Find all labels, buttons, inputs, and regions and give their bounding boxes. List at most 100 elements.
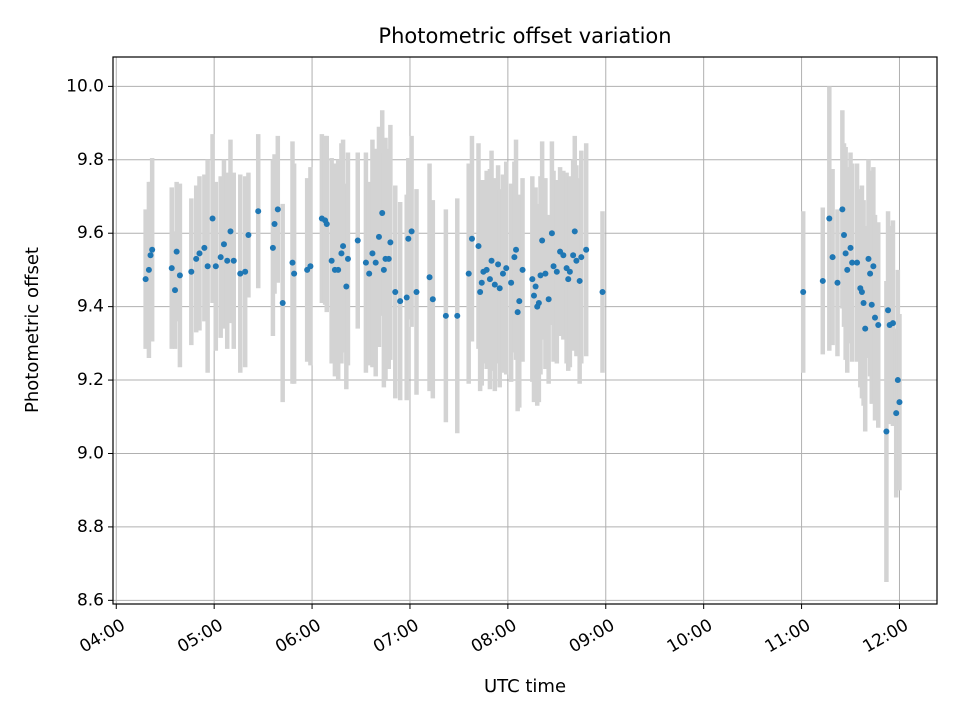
data-point — [599, 288, 606, 295]
data-point — [511, 254, 518, 261]
data-point — [242, 268, 249, 275]
data-point — [883, 428, 890, 435]
data-point — [834, 279, 841, 286]
data-point — [405, 235, 412, 242]
data-point — [454, 312, 461, 319]
data-point — [894, 377, 901, 384]
data-point — [875, 321, 882, 328]
data-point — [217, 254, 224, 261]
data-points — [142, 206, 903, 435]
data-point — [566, 268, 573, 275]
data-point — [230, 257, 237, 264]
data-point — [529, 276, 536, 283]
y-tick-label: 9.8 — [77, 150, 104, 170]
data-point — [212, 263, 219, 270]
data-point — [571, 228, 578, 235]
data-point — [209, 215, 216, 222]
data-point — [508, 279, 515, 286]
data-point — [583, 246, 590, 253]
data-point — [578, 254, 585, 261]
data-point — [392, 288, 399, 295]
data-point — [819, 277, 826, 284]
data-point — [201, 244, 208, 251]
chart-title: Photometric offset variation — [378, 24, 671, 48]
data-point — [237, 270, 244, 277]
y-tick-label: 9.4 — [77, 297, 104, 317]
data-point — [573, 257, 580, 264]
data-point — [413, 288, 420, 295]
data-point — [227, 228, 234, 235]
data-point — [145, 266, 152, 273]
data-point — [871, 314, 878, 321]
data-point — [403, 294, 410, 301]
data-point — [503, 265, 510, 272]
data-point — [340, 243, 347, 250]
data-point — [408, 228, 415, 235]
y-tick-label: 8.8 — [77, 517, 104, 537]
data-point — [496, 285, 503, 292]
data-point — [475, 243, 482, 250]
x-axis-label: UTC time — [484, 676, 566, 697]
data-point — [847, 244, 854, 251]
data-point — [862, 325, 869, 332]
data-point — [478, 279, 485, 286]
data-point — [387, 239, 394, 246]
y-tick-label: 10.0 — [66, 76, 104, 96]
data-point — [535, 299, 542, 306]
data-point — [147, 252, 154, 259]
data-point — [491, 281, 498, 288]
data-point — [854, 259, 861, 266]
data-point — [477, 288, 484, 295]
data-point — [362, 259, 369, 266]
data-point — [560, 252, 567, 259]
data-point — [565, 276, 572, 283]
data-point — [142, 276, 149, 283]
data-point — [868, 301, 875, 308]
data-point — [289, 259, 296, 266]
data-point — [366, 270, 373, 277]
data-point — [539, 237, 546, 244]
data-point — [514, 309, 521, 316]
data-point — [576, 277, 583, 284]
data-point — [870, 263, 877, 270]
data-point — [550, 263, 557, 270]
data-point — [442, 312, 449, 319]
data-point — [465, 270, 472, 277]
y-tick-label: 9.2 — [77, 370, 104, 390]
data-point — [829, 254, 836, 261]
data-point — [323, 221, 330, 228]
data-point — [338, 250, 345, 257]
data-point — [553, 268, 560, 275]
data-point — [867, 270, 874, 277]
data-point — [537, 272, 544, 279]
data-point — [839, 206, 846, 213]
data-point — [344, 255, 351, 262]
data-point — [885, 307, 892, 314]
data-point — [519, 266, 526, 273]
data-point — [860, 299, 867, 306]
data-point — [893, 410, 900, 417]
data-point — [858, 288, 865, 295]
data-point — [291, 270, 298, 277]
data-point — [193, 255, 200, 262]
data-point — [397, 298, 404, 305]
data-point — [849, 259, 856, 266]
data-point — [800, 288, 807, 295]
data-point — [542, 270, 549, 277]
data-point — [426, 274, 433, 281]
data-point — [495, 261, 502, 268]
data-point — [354, 237, 361, 244]
data-point — [176, 272, 183, 279]
data-point — [279, 299, 286, 306]
data-point — [889, 320, 896, 327]
data-point — [380, 266, 387, 273]
data-point — [271, 221, 278, 228]
data-point — [149, 246, 156, 253]
data-point — [385, 255, 392, 262]
data-point — [429, 296, 436, 303]
data-point — [865, 255, 872, 262]
data-point — [274, 206, 281, 213]
data-point — [328, 257, 335, 264]
data-point — [369, 250, 376, 257]
